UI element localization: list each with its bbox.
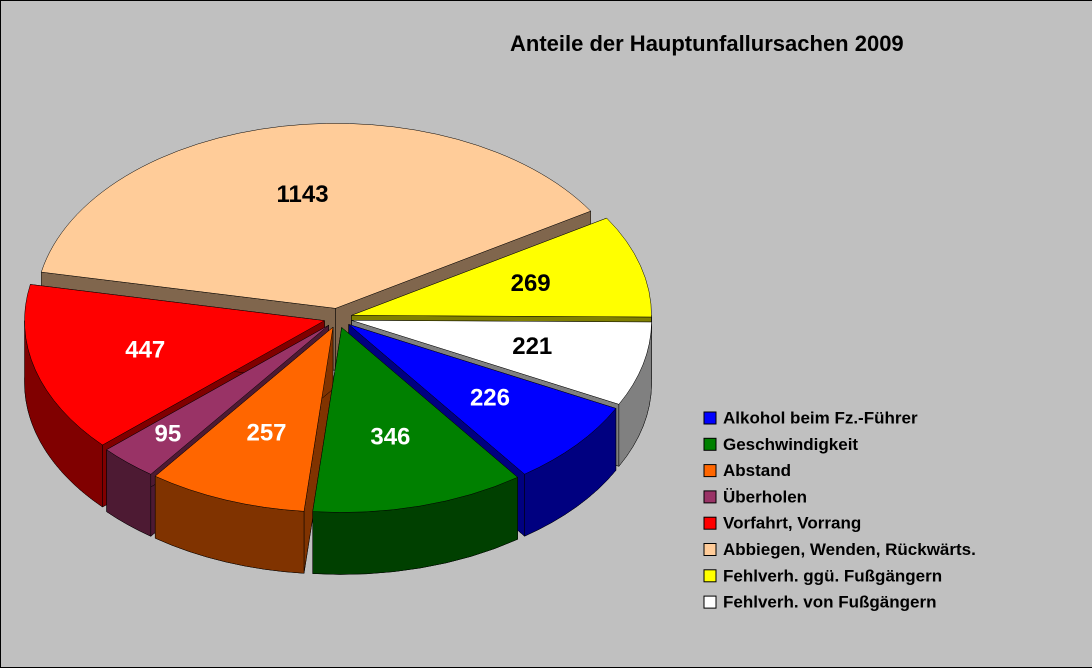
data-label: 447 xyxy=(125,337,165,364)
slice xyxy=(312,326,519,513)
legend-label: Abbiegen, Wenden, Rückwärts. xyxy=(723,540,976,559)
data-label: 346 xyxy=(370,423,410,450)
legend-swatch xyxy=(703,490,717,504)
legend-label: Fehlverh. ggü. Fußgängern xyxy=(723,566,942,585)
legend-label: Abstand xyxy=(723,461,791,480)
data-label: 257 xyxy=(246,420,286,447)
data-label: 226 xyxy=(470,384,510,411)
slice xyxy=(351,320,652,405)
data-label: 269 xyxy=(511,270,551,297)
data-label: 95 xyxy=(155,421,182,448)
data-label: 1143 xyxy=(277,181,329,208)
legend-label: Vorfahrt, Vorrang xyxy=(723,514,861,533)
legend-swatch xyxy=(703,516,717,530)
chart-title: Anteile der Hauptunfallursachen 2009 xyxy=(510,31,904,56)
slice xyxy=(24,284,326,446)
legend-label: Fehlverh. von Fußgängern xyxy=(723,593,936,612)
legend-swatch xyxy=(703,411,717,425)
legend-label: Alkohol beim Fz.-Führer xyxy=(723,408,918,427)
data-label: 221 xyxy=(512,333,552,360)
legend-label: Geschwindigkeit xyxy=(723,435,858,454)
legend-swatch xyxy=(703,569,717,583)
legend-label: Überholen xyxy=(723,487,807,506)
slice xyxy=(40,123,592,309)
legend-swatch xyxy=(703,464,717,478)
legend-swatch xyxy=(703,595,717,609)
legend-swatch xyxy=(703,543,717,556)
legend-swatch xyxy=(703,437,717,451)
slice xyxy=(106,325,329,475)
slice xyxy=(351,217,652,318)
slice xyxy=(348,324,617,475)
slice xyxy=(154,326,334,512)
